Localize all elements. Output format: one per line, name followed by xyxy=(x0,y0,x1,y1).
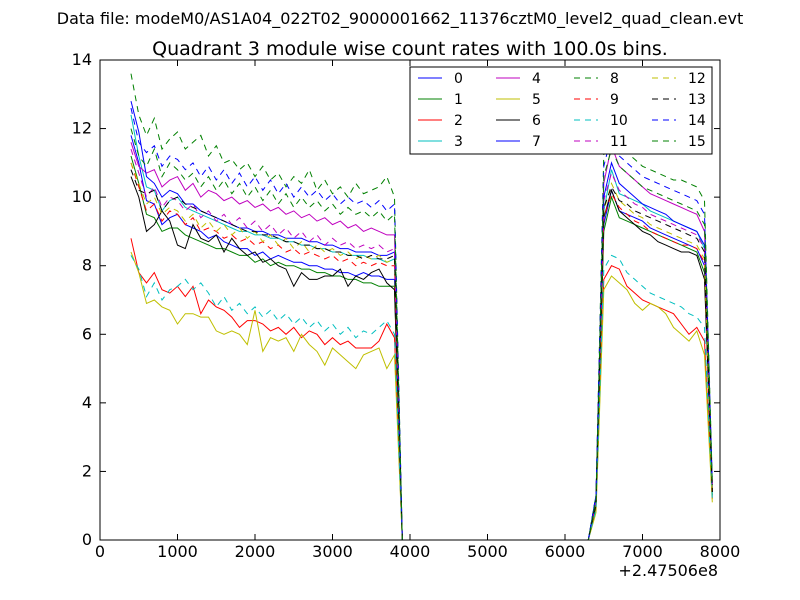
legend-label-3: 3 xyxy=(454,134,463,150)
legend-label-12: 12 xyxy=(688,71,706,87)
series-line-12 xyxy=(130,162,713,540)
series-line-14 xyxy=(130,107,713,540)
y-tick-label: 10 xyxy=(72,187,92,206)
x-tick-label: 1000 xyxy=(157,542,198,561)
series-line-6 xyxy=(130,176,713,540)
legend-label-7: 7 xyxy=(532,134,541,150)
series-line-10 xyxy=(130,254,713,540)
y-tick-label: 0 xyxy=(82,530,92,549)
series-line-11 xyxy=(130,148,713,540)
x-tick-label: 0 xyxy=(95,542,105,561)
y-tick-label: 12 xyxy=(72,119,92,138)
series-line-9 xyxy=(130,162,713,540)
legend-label-8: 8 xyxy=(610,71,619,87)
series-line-13 xyxy=(130,169,713,540)
x-tick-label: 8000 xyxy=(700,542,741,561)
legend-label-10: 10 xyxy=(610,113,628,129)
series-line-5 xyxy=(130,251,713,540)
axis-ticks: 0 1000 2000 3000 4000 5000 6000 7000 80000246810… xyxy=(72,50,741,561)
y-tick-label: 2 xyxy=(82,461,92,480)
legend-label-1: 1 xyxy=(454,92,463,108)
x-offset-label: +2.47506e8 xyxy=(618,561,718,580)
series-line-3 xyxy=(130,114,713,540)
legend-frame xyxy=(409,66,713,155)
legend-label-9: 9 xyxy=(610,92,619,108)
legend-label-14: 14 xyxy=(688,113,706,129)
legend-label-13: 13 xyxy=(688,92,706,108)
x-tick-label: 2000 xyxy=(235,542,276,561)
legend-label-5: 5 xyxy=(532,92,541,108)
legend-label-4: 4 xyxy=(532,71,541,87)
legend-label-11: 11 xyxy=(610,134,628,150)
y-tick-label: 6 xyxy=(82,324,92,343)
y-tick-label: 14 xyxy=(72,50,92,69)
chart-suptitle: Data file: modeM0/AS1A04_022T02_90000016… xyxy=(57,9,743,29)
series-line-2 xyxy=(130,238,713,540)
x-tick-label: 6000 xyxy=(545,542,586,561)
y-tick-label: 8 xyxy=(82,256,92,275)
x-tick-label: 7000 xyxy=(622,542,663,561)
y-tick-label: 4 xyxy=(82,393,92,412)
series-layer xyxy=(130,73,713,540)
legend-label-6: 6 xyxy=(532,113,541,129)
chart-title: Quadrant 3 module wise count rates with … xyxy=(152,38,668,60)
series-line-7 xyxy=(130,100,713,540)
legend-label-15: 15 xyxy=(688,134,706,150)
x-tick-label: 5000 xyxy=(467,542,508,561)
x-tick-label: 3000 xyxy=(312,542,353,561)
legend-label-2: 2 xyxy=(454,113,463,129)
legend-label-0: 0 xyxy=(454,71,463,87)
series-line-1 xyxy=(130,155,713,540)
x-tick-label: 4000 xyxy=(390,542,431,561)
series-line-4 xyxy=(130,142,713,540)
series-line-15 xyxy=(130,128,713,540)
